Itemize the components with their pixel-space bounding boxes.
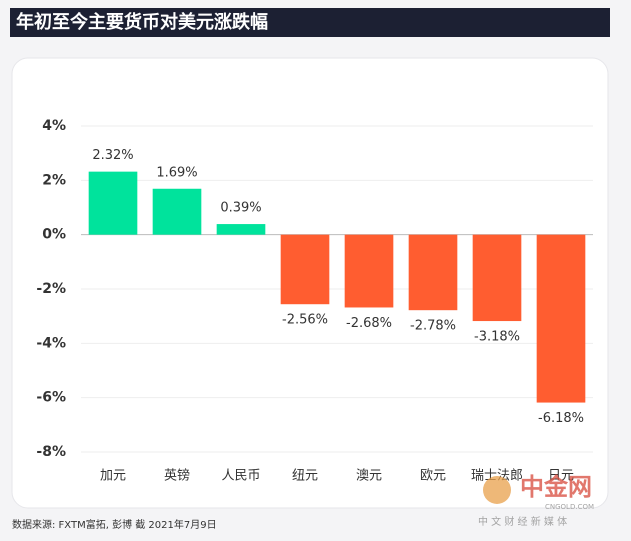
chart-title: 年初至今主要货币对美元涨跌幅 <box>16 11 268 33</box>
x-tick-label: 日元 <box>548 469 574 484</box>
value-label: -6.18% <box>538 411 584 426</box>
watermark-domain: CNGOLD.COM <box>545 503 594 511</box>
bar <box>216 224 266 235</box>
bar <box>472 234 522 322</box>
y-tick-label: 0% <box>42 227 66 243</box>
watermark-brand: 中金网 <box>520 473 592 501</box>
y-tick-label: -4% <box>36 335 66 351</box>
y-tick-label: -8% <box>36 444 66 460</box>
bar <box>280 234 330 305</box>
watermark-logo <box>483 476 511 504</box>
x-tick-label: 纽元 <box>292 469 318 484</box>
x-tick-label: 欧元 <box>420 469 446 484</box>
y-tick-label: -2% <box>36 281 66 297</box>
value-label: -3.18% <box>474 330 520 345</box>
bar <box>536 234 586 403</box>
bar <box>88 171 138 235</box>
watermark: 中金网 CNGOLD.COM 中 文 财 经 新 媒 体 <box>478 473 594 528</box>
value-label: -2.78% <box>410 319 456 334</box>
x-tick-label: 加元 <box>100 469 126 484</box>
y-tick-label: -6% <box>36 390 66 406</box>
bar <box>344 234 394 308</box>
bar <box>408 234 458 311</box>
x-tick-label: 澳元 <box>356 468 382 484</box>
value-label: 1.69% <box>156 165 197 180</box>
source-note: 数据来源: FXTM富拓, 彭博 截 2021年7月9日 <box>12 518 217 531</box>
title-bar <box>10 8 610 37</box>
value-label: 0.39% <box>220 201 261 216</box>
x-tick-label: 人民币 <box>221 469 260 484</box>
value-label: -2.68% <box>346 316 392 331</box>
y-tick-label: 2% <box>42 172 66 188</box>
x-tick-label: 英镑 <box>164 468 190 484</box>
watermark-slogan: 中 文 财 经 新 媒 体 <box>478 515 567 528</box>
y-tick-label: 4% <box>42 118 66 134</box>
bar <box>152 188 202 235</box>
value-label: -2.56% <box>282 313 328 328</box>
value-label: 2.32% <box>92 148 133 163</box>
